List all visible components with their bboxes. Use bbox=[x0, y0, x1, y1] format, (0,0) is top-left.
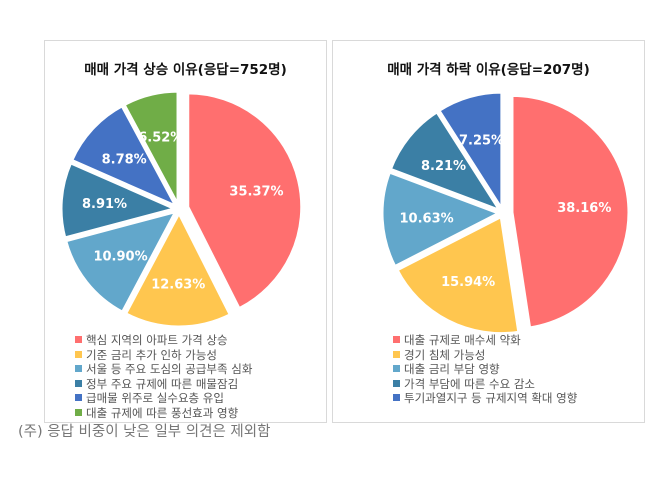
pie-slice bbox=[395, 214, 521, 336]
legend-label: 투기과열지구 등 규제지역 확대 영향 bbox=[404, 391, 578, 405]
legend-item: 경기 침체 가능성 bbox=[393, 348, 577, 363]
legend-item: 대출 규제에 따른 풍선효과 영향 bbox=[75, 406, 252, 421]
legend-item: 가격 부담에 따른 수요 감소 bbox=[393, 377, 577, 392]
legend-swatch bbox=[393, 350, 400, 358]
legend-swatch bbox=[75, 394, 82, 401]
pie-slice bbox=[186, 91, 304, 311]
data-label: 8.21% bbox=[421, 159, 466, 174]
data-label: 35.37% bbox=[229, 185, 283, 200]
chart-title: 매매 가격 상승 이유(응답=752명) bbox=[84, 62, 287, 78]
legend-item: 핵심 지역의 아파트 가격 상승 bbox=[75, 333, 252, 348]
legend-item: 기준 금리 추가 인하 가능성 bbox=[75, 348, 252, 363]
pie-slice bbox=[122, 89, 180, 206]
legend-label: 정부 주요 규제에 따른 매물잠김 bbox=[86, 376, 239, 391]
chart-title: 매매 가격 하락 이유(응답=207명) bbox=[387, 62, 590, 78]
pie-slice bbox=[436, 90, 504, 215]
pie-slice bbox=[63, 209, 179, 315]
footnote: (주) 응답 비중이 낮은 일부 의견은 제외함 bbox=[18, 424, 271, 440]
legend-label: 대출 금리 부담 영향 bbox=[404, 362, 500, 376]
legend-swatch bbox=[393, 379, 400, 387]
data-label: 15.94% bbox=[441, 275, 495, 290]
pie-slice bbox=[380, 170, 503, 269]
data-label: 8.78% bbox=[102, 152, 147, 167]
data-label: 12.63% bbox=[151, 278, 205, 293]
data-label: 6.52% bbox=[138, 131, 183, 146]
data-label: 7.25% bbox=[459, 134, 504, 149]
legend-swatch bbox=[393, 394, 400, 401]
legend-swatch bbox=[75, 408, 82, 416]
legend-swatch bbox=[393, 365, 400, 372]
pie-rise: 35.37% 12.63% 10.90% 8.91% 8.78% 6.52% bbox=[59, 89, 304, 329]
chart-panel-fall: 매매 가격 하락 이유(응답=207명) 38.16% 15.94% 10.63% 8… bbox=[332, 40, 645, 423]
legend-label: 경기 침체 가능성 bbox=[404, 347, 486, 362]
legend-swatch bbox=[75, 379, 82, 387]
pie-slice bbox=[123, 209, 233, 329]
legend: 핵심 지역의 아파트 가격 상승 기준 금리 추가 인하 가능성 서울 등 주요 도… bbox=[75, 333, 252, 420]
pie-fall: 38.16% 15.94% 10.63% 8.21% 7.25% bbox=[380, 90, 631, 336]
pie-slice bbox=[59, 160, 180, 240]
legend-label: 대출 규제에 따른 풍선효과 영향 bbox=[86, 405, 239, 420]
legend-label: 가격 부담에 따른 수요 감소 bbox=[404, 376, 536, 391]
data-label: 8.91% bbox=[82, 197, 127, 212]
legend-swatch bbox=[75, 350, 82, 358]
legend-label: 급매물 위주로 실수요층 유입 bbox=[86, 391, 224, 405]
legend-swatch bbox=[75, 336, 82, 343]
data-label: 10.63% bbox=[400, 211, 454, 226]
pie-slice bbox=[69, 103, 180, 210]
legend-item: 투기과열지구 등 규제지역 확대 영향 bbox=[393, 391, 577, 406]
legend-swatch bbox=[75, 365, 82, 372]
data-label: 38.16% bbox=[557, 201, 611, 216]
pie-slice bbox=[510, 93, 631, 330]
legend-item: 급매물 위주로 실수요층 유입 bbox=[75, 391, 252, 406]
legend-label: 핵심 지역의 아파트 가격 상승 bbox=[86, 333, 228, 347]
legend-swatch bbox=[393, 336, 400, 343]
legend-item: 정부 주요 규제에 따른 매물잠김 bbox=[75, 377, 252, 392]
legend: 대출 규제로 매수세 약화 경기 침체 가능성 대출 금리 부담 영향 가격 부담에 … bbox=[393, 333, 577, 406]
pie-slice bbox=[388, 109, 504, 214]
chart-panel-rise: 매매 가격 상승 이유(응답=752명) 35.37% 12.63% 10.90% 8… bbox=[44, 40, 327, 423]
legend-label: 대출 규제로 매수세 약화 bbox=[404, 333, 521, 347]
legend-item: 대출 금리 부담 영향 bbox=[393, 362, 577, 377]
data-label: 10.90% bbox=[93, 249, 147, 264]
legend-item: 서울 등 주요 도심의 공급부족 심화 bbox=[75, 362, 252, 377]
legend-item: 대출 규제로 매수세 약화 bbox=[393, 333, 577, 348]
legend-label: 서울 등 주요 도심의 공급부족 심화 bbox=[86, 362, 253, 376]
legend-label: 기준 금리 추가 인하 가능성 bbox=[86, 347, 218, 362]
